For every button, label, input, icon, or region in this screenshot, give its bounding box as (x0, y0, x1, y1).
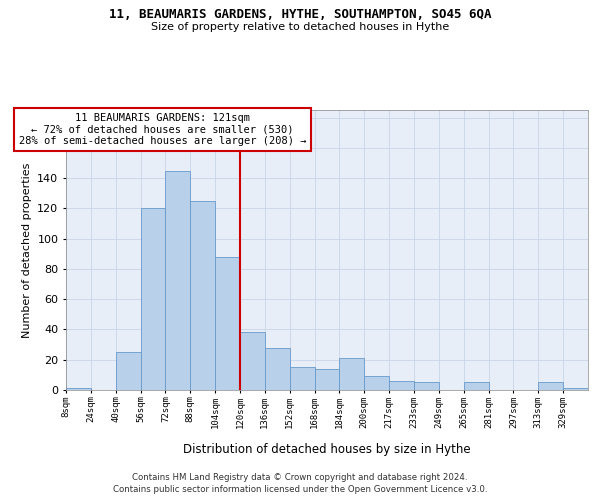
Bar (538, 382, 563, 390)
Bar (389, 381, 414, 390)
Bar (190, 201, 215, 390)
Bar (314, 369, 340, 390)
Bar (215, 257, 240, 390)
Text: Contains HM Land Registry data © Crown copyright and database right 2024.: Contains HM Land Registry data © Crown c… (132, 472, 468, 482)
Text: Size of property relative to detached houses in Hythe: Size of property relative to detached ho… (151, 22, 449, 32)
Bar (240, 332, 265, 390)
Text: 11, BEAUMARIS GARDENS, HYTHE, SOUTHAMPTON, SO45 6QA: 11, BEAUMARIS GARDENS, HYTHE, SOUTHAMPTO… (109, 8, 491, 20)
Bar (166, 170, 190, 390)
Text: Distribution of detached houses by size in Hythe: Distribution of detached houses by size … (183, 442, 471, 456)
Bar (66, 388, 91, 390)
Text: Contains public sector information licensed under the Open Government Licence v3: Contains public sector information licen… (113, 485, 487, 494)
Bar (265, 348, 290, 390)
Bar (340, 358, 364, 390)
Bar (140, 208, 166, 390)
Bar (464, 382, 488, 390)
Bar (563, 388, 588, 390)
Bar (116, 352, 140, 390)
Bar (290, 368, 314, 390)
Bar (414, 382, 439, 390)
Y-axis label: Number of detached properties: Number of detached properties (22, 162, 32, 338)
Text: 11 BEAUMARIS GARDENS: 121sqm
← 72% of detached houses are smaller (530)
28% of s: 11 BEAUMARIS GARDENS: 121sqm ← 72% of de… (19, 113, 307, 146)
Bar (364, 376, 389, 390)
